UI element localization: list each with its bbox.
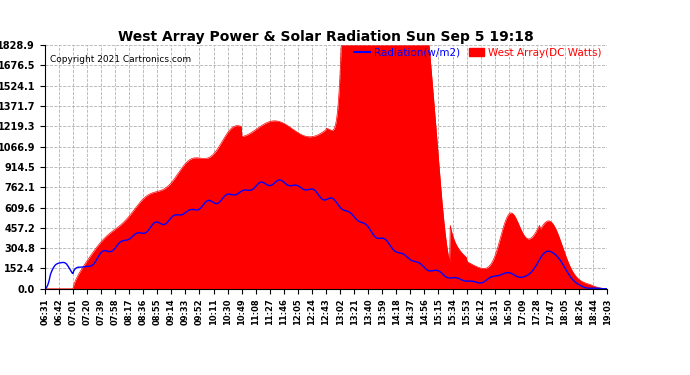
Legend: Radiation(w/m2), West Array(DC Watts): Radiation(w/m2), West Array(DC Watts) [355, 48, 602, 58]
Title: West Array Power & Solar Radiation Sun Sep 5 19:18: West Array Power & Solar Radiation Sun S… [118, 30, 534, 44]
Text: Copyright 2021 Cartronics.com: Copyright 2021 Cartronics.com [50, 55, 192, 64]
